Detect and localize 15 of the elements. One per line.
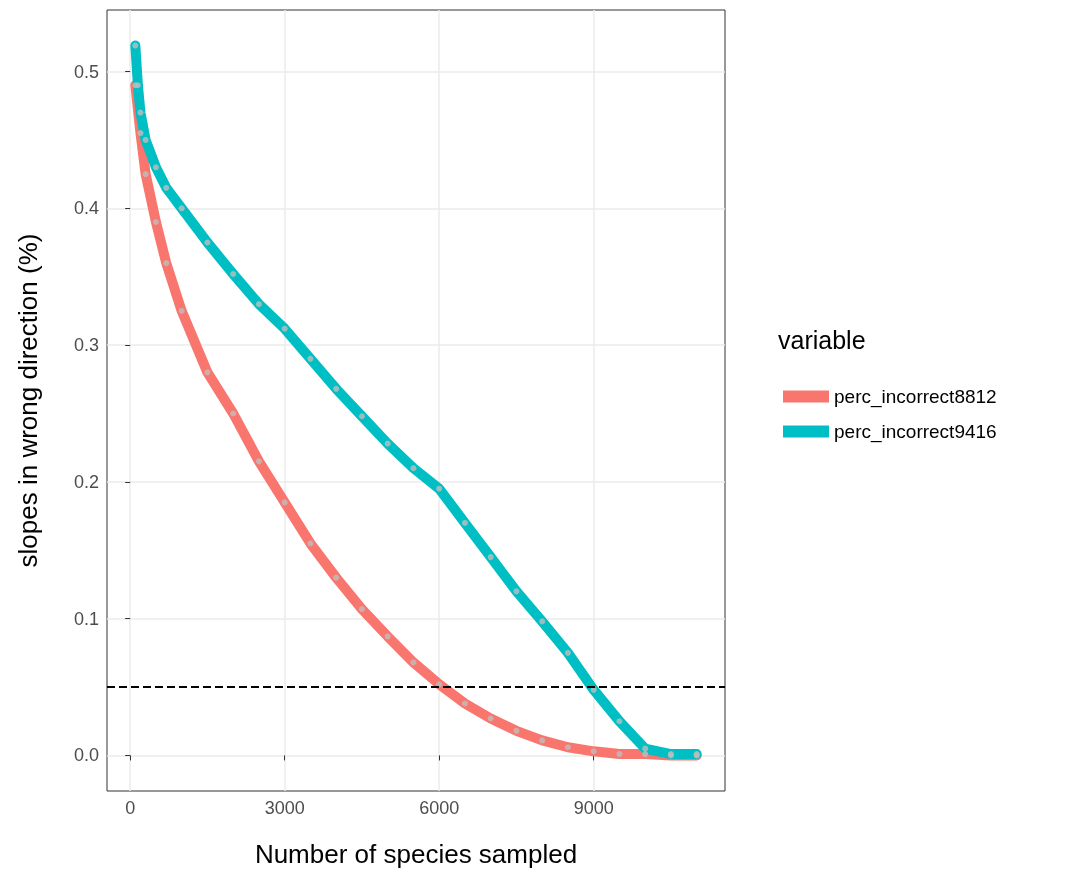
- x-tick-label: 0: [125, 798, 136, 818]
- y-axis-title: slopes in wrong direction (%): [13, 233, 43, 568]
- y-tick-label: 0.1: [73, 608, 99, 629]
- x-tick-label: 6000: [419, 798, 460, 818]
- y-tick-label: 0.4: [73, 198, 99, 219]
- legend-label: perc_incorrect8812: [834, 386, 997, 408]
- y-tick-label: 0.3: [73, 335, 99, 356]
- legend-title: variable: [778, 325, 866, 354]
- y-tick-label: 0.5: [73, 61, 99, 82]
- x-tick-label: 9000: [573, 798, 614, 818]
- x-axis-title: Number of species sampled: [254, 839, 578, 869]
- x-tick-label: 3000: [264, 798, 305, 818]
- y-tick-label: 0.2: [73, 471, 99, 492]
- legend-label: perc_incorrect9416: [834, 421, 997, 443]
- y-tick-label: 0.0: [73, 745, 99, 766]
